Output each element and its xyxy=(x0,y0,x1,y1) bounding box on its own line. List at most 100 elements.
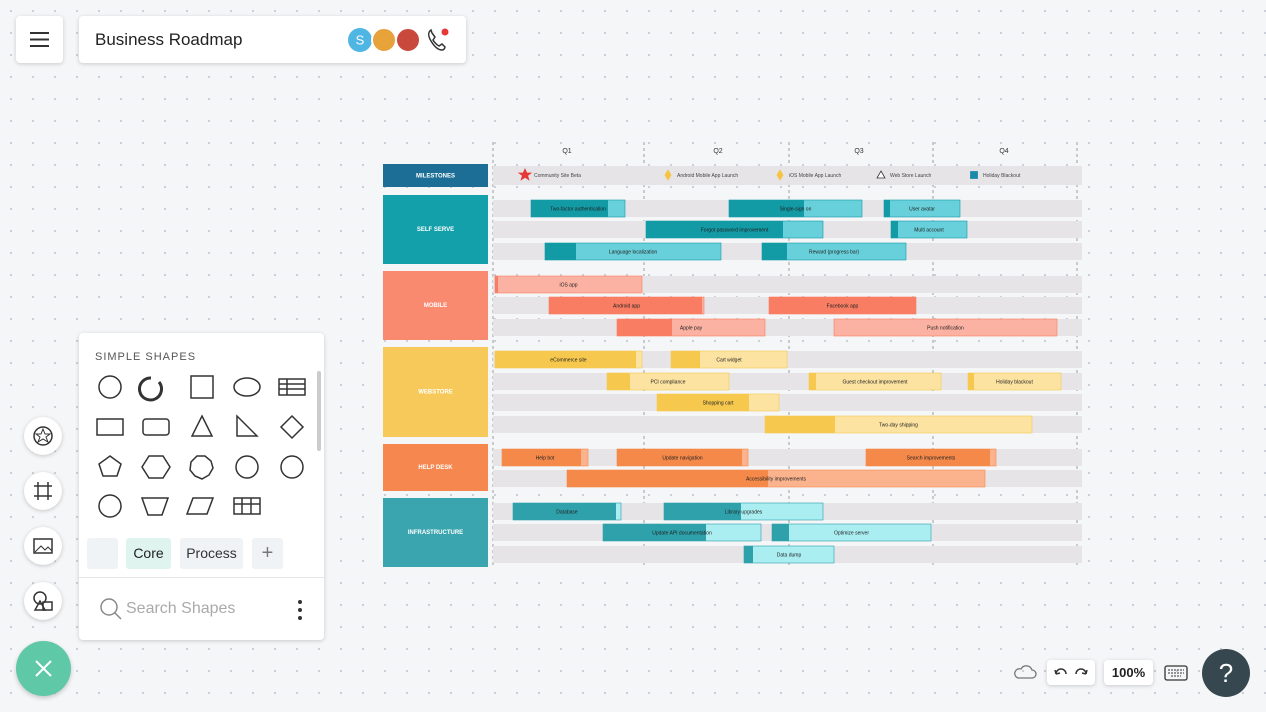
task-label: Library upgrades xyxy=(725,509,763,515)
tool-button[interactable] xyxy=(24,472,62,510)
task-label: Two-factor authentication xyxy=(550,206,606,212)
lane-label-box xyxy=(383,347,488,437)
task-progress xyxy=(772,524,789,541)
task-progress xyxy=(968,373,974,390)
shape[interactable] xyxy=(233,497,261,515)
avatar[interactable] xyxy=(395,27,421,53)
help-button[interactable]: ? xyxy=(1202,649,1250,697)
task-bar[interactable] xyxy=(833,318,1058,337)
more-menu[interactable] xyxy=(297,599,303,621)
task-progress xyxy=(744,546,753,563)
tool-button[interactable] xyxy=(24,417,62,455)
shape[interactable] xyxy=(279,414,305,440)
milestone-icon xyxy=(876,170,886,179)
task-progress xyxy=(765,416,835,433)
task-label: Single-sign on xyxy=(780,206,812,212)
shape-grid xyxy=(96,375,306,518)
undo[interactable] xyxy=(1054,668,1067,675)
shape[interactable] xyxy=(141,455,171,479)
cloud-icon[interactable] xyxy=(1012,662,1038,682)
tool-button[interactable] xyxy=(24,527,62,565)
shape[interactable] xyxy=(185,497,215,515)
shape[interactable] xyxy=(142,418,170,436)
task-label: PCI compliance xyxy=(650,379,685,385)
shape[interactable] xyxy=(96,418,124,436)
quarter-label: Q4 xyxy=(999,148,1008,155)
quarter-label: Q1 xyxy=(562,148,571,155)
task-label: Android app xyxy=(613,303,640,309)
task-label: Update API documentation xyxy=(652,530,712,536)
zoom-level[interactable]: 100% xyxy=(1104,660,1153,685)
task-label: Push notification xyxy=(927,325,964,331)
redo[interactable] xyxy=(1075,668,1088,675)
tab[interactable]: Process xyxy=(180,538,243,569)
milestone-icon xyxy=(517,168,533,181)
task-label: Guest checkout improvement xyxy=(842,379,908,385)
panel-heading: SIMPLE SHAPES xyxy=(95,351,197,363)
shape[interactable] xyxy=(140,497,170,516)
shape[interactable] xyxy=(235,455,259,479)
task-progress xyxy=(729,200,804,217)
title-bar: Business Roadmap S xyxy=(79,16,466,63)
shape[interactable] xyxy=(280,455,304,479)
lane-label: MILESTONES xyxy=(416,174,455,180)
avatar-initial: S xyxy=(356,32,365,47)
menu-button[interactable] xyxy=(16,16,63,63)
task-progress xyxy=(866,449,990,466)
shape[interactable] xyxy=(233,377,261,397)
task-label: Data dump xyxy=(777,552,802,558)
shape[interactable] xyxy=(98,375,122,399)
shape[interactable] xyxy=(138,376,163,402)
lane-label-box xyxy=(383,444,488,491)
shape[interactable] xyxy=(278,378,306,396)
shape[interactable] xyxy=(189,455,214,480)
task-progress xyxy=(607,373,630,390)
shape[interactable] xyxy=(98,494,122,518)
task-label: Shopping cart xyxy=(703,400,734,406)
task-progress xyxy=(671,351,700,368)
task-progress xyxy=(603,524,706,541)
tab[interactable]: Core xyxy=(126,538,171,569)
document-title[interactable]: Business Roadmap xyxy=(95,30,243,49)
milestone-icon xyxy=(664,169,672,181)
shape[interactable] xyxy=(190,414,214,437)
lane-label-box xyxy=(383,271,488,340)
lane-label: HELP DESK xyxy=(418,465,453,471)
call-icon[interactable] xyxy=(428,28,446,51)
task-progress xyxy=(531,200,608,217)
avatar[interactable] xyxy=(348,28,372,52)
task-progress xyxy=(617,319,672,336)
task-progress xyxy=(891,221,898,238)
task-label: Accessibility improvements xyxy=(746,476,807,482)
task-label: Optimize server xyxy=(834,530,869,536)
task-label: Search improvements xyxy=(907,455,956,461)
tool-button[interactable] xyxy=(24,582,62,620)
lane-label: INFRASTRUCTURE xyxy=(408,530,463,536)
pin-tab[interactable] xyxy=(87,538,118,569)
close-fab[interactable] xyxy=(16,641,71,696)
keyboard-icon[interactable] xyxy=(1164,665,1188,681)
shape[interactable] xyxy=(236,414,259,437)
lane-label: MOBILE xyxy=(424,303,447,309)
search-input[interactable]: Search Shapes xyxy=(126,600,236,617)
milestone-label: iOS Mobile App Launch xyxy=(789,173,841,179)
scrollbar[interactable] xyxy=(317,371,321,451)
task-label: User avatar xyxy=(909,206,935,212)
task-label: Two-day shipping xyxy=(879,422,918,428)
task-progress xyxy=(646,221,783,238)
task-progress xyxy=(502,449,581,466)
task-label: Reward (progress bar) xyxy=(809,249,859,255)
milestone-label: Community Site Beta xyxy=(534,173,581,179)
menu-icon xyxy=(30,32,49,47)
call-indicator xyxy=(441,28,449,36)
shape[interactable] xyxy=(190,375,214,399)
search-icon xyxy=(100,598,122,620)
lane-row xyxy=(493,394,1082,411)
task-progress xyxy=(567,470,768,487)
task-progress xyxy=(545,243,576,260)
shape[interactable] xyxy=(98,455,122,477)
task-progress xyxy=(809,373,816,390)
add-tab[interactable]: + xyxy=(252,538,283,569)
milestone-label: Android Mobile App Launch xyxy=(677,173,738,179)
